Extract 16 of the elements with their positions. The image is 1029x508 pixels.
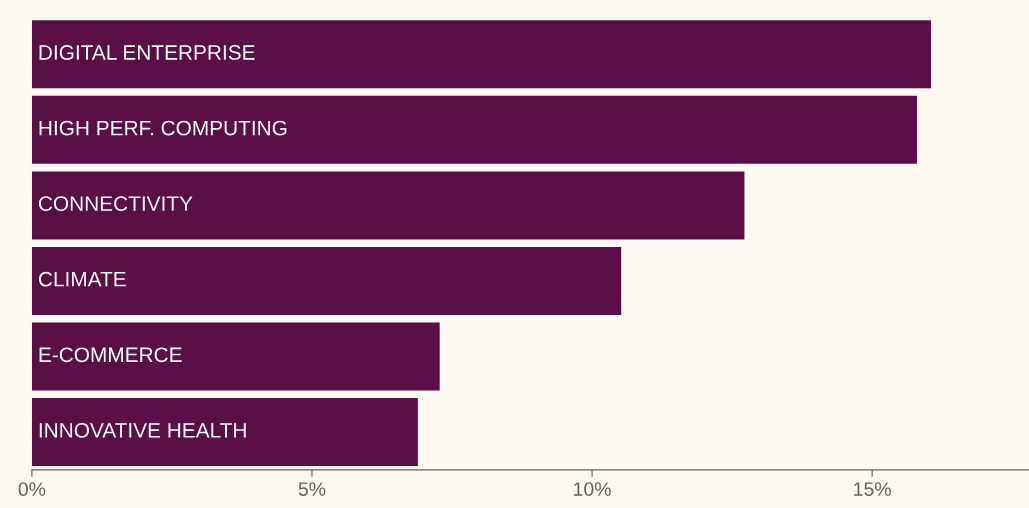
y-tick-label: E-COMMERCE [39,347,182,363]
bar [31,171,745,240]
y-tick-label: DIGITAL ENTERPRISE [39,45,255,60]
bar [31,246,622,315]
bar [31,398,418,467]
y-tick-label: INNOVATIVE HEALTH [39,422,246,438]
y-tick-label: CONNECTIVITY [38,196,193,211]
bar [31,322,440,391]
bar [31,95,917,164]
y-tick-label: CLIMATE [38,271,126,287]
x-tick-label: 5% [298,482,326,496]
bar [31,20,931,89]
y-tick-label: HIGH PERF. COMPUTING [39,120,287,136]
x-tick-label: 10% [574,482,611,496]
x-tick-label: 0% [18,482,46,496]
x-tick-label: 15% [854,482,891,496]
